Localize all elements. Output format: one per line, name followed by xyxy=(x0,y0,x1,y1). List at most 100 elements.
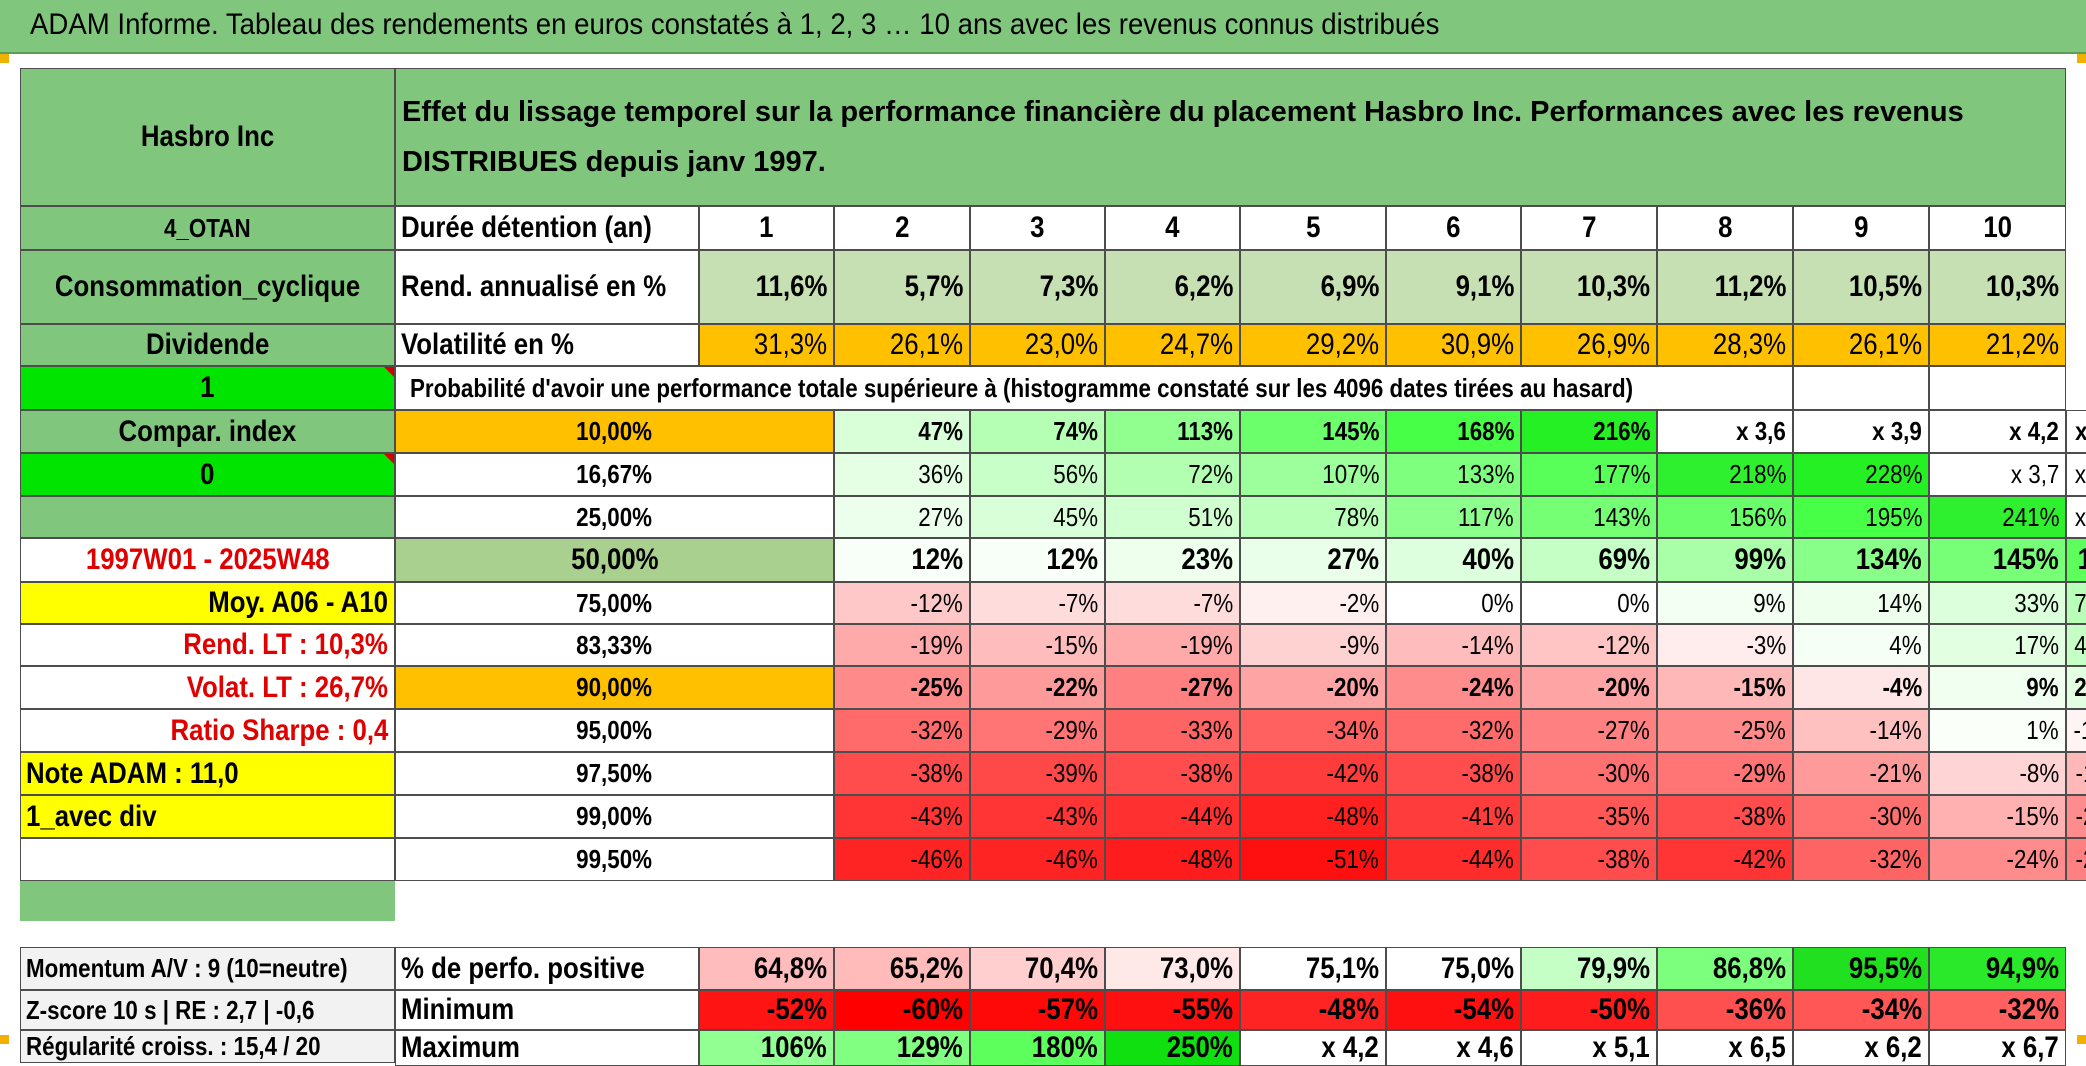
probability-threshold-text: 95,00% xyxy=(576,715,653,745)
probability-value: 241% xyxy=(1929,496,2066,538)
probability-threshold: 83,33% xyxy=(395,624,834,666)
rend-lt-label-text: Rend. LT : 10,3% xyxy=(183,628,388,661)
volat-lt-label: Volat. LT : 26,7% xyxy=(20,666,395,709)
probability-value-text: -25% xyxy=(1733,715,1786,745)
probability-value: -33% xyxy=(1105,709,1240,752)
moy-label-text: Moy. A06 - A10 xyxy=(208,586,388,619)
stats-value: 79,9% xyxy=(1521,947,1657,990)
probability-value: -38% xyxy=(834,752,970,795)
sidebar-empty xyxy=(20,496,395,538)
probability-value: -29% xyxy=(970,709,1105,752)
probability-value-text: -41% xyxy=(1461,801,1514,831)
probability-value: -44% xyxy=(1386,838,1521,881)
probability-threshold-text: 90,00% xyxy=(576,672,653,702)
table-spacer xyxy=(395,881,2066,921)
probability-value: x 3,9 xyxy=(1793,410,1929,453)
stats-value-text: 75,1% xyxy=(1305,951,1379,985)
category-label-text: 4_OTAN xyxy=(164,212,251,243)
probability-value-text: 45% xyxy=(1053,501,1098,532)
duration-header: 3 xyxy=(970,206,1105,250)
duration-header: 5 xyxy=(1240,206,1386,250)
probability-threshold: 10,00% xyxy=(395,410,834,453)
probability-value: 74% xyxy=(970,410,1105,453)
volatilite-value-text: 26,1% xyxy=(1848,328,1922,361)
probability-value: -27% xyxy=(1105,666,1240,709)
probability-value-text: 74% xyxy=(1053,416,1098,446)
probability-value: -39% xyxy=(970,752,1105,795)
probability-value: -38% xyxy=(1105,752,1240,795)
stats-label: Maximum xyxy=(395,1030,699,1066)
duration-header: 1 xyxy=(699,206,834,250)
probability-value: 40% xyxy=(1386,538,1521,582)
rend-lt-label: Rend. LT : 10,3% xyxy=(20,624,395,666)
probability-value: -38% xyxy=(1521,838,1657,881)
probability-value: -19% xyxy=(1105,624,1240,666)
rend-annualise-value-text: 7,3% xyxy=(1039,270,1098,303)
probability-value-text: x 4,5 xyxy=(2074,459,2086,489)
probability-value-text: 17% xyxy=(2014,629,2059,660)
probability-value-text: 69% xyxy=(1598,543,1650,576)
probability-value: -43% xyxy=(970,795,1105,838)
probability-value: 27% xyxy=(1240,538,1386,582)
rend-annualise-value-text: 9,1% xyxy=(1455,270,1514,303)
probability-value-text: -19% xyxy=(910,629,963,660)
duration-header-text: 6 xyxy=(1446,211,1461,244)
probability-value: -8% xyxy=(1929,752,2066,795)
probability-value-text: -32% xyxy=(910,715,963,745)
probability-threshold-text: 50,00% xyxy=(570,543,659,576)
stats-value-text: -60% xyxy=(902,993,963,1026)
probability-value-text: 56% xyxy=(1053,459,1098,489)
volat-lt-label-text: Volat. LT : 26,7% xyxy=(186,670,388,704)
probability-value: 177% xyxy=(1521,453,1657,496)
stats-value: 75,1% xyxy=(1240,947,1386,990)
volatilite-value-text: 24,7% xyxy=(1159,328,1233,361)
probability-value: -25% xyxy=(834,666,970,709)
probability-value: -35% xyxy=(1521,795,1657,838)
probability-value-text: -38% xyxy=(1733,801,1786,831)
probability-value-text: 167% xyxy=(2078,543,2086,577)
probability-value-text: -32% xyxy=(1461,715,1514,745)
probability-threshold-text: 97,50% xyxy=(576,758,653,788)
stats-value: 94,9% xyxy=(1929,947,2066,990)
probability-value: -41% xyxy=(1386,795,1521,838)
momentum-label-text: Momentum A/V : 9 (10=neutre) xyxy=(26,953,348,983)
probability-value: 74% xyxy=(2066,582,2086,624)
duration-header: 6 xyxy=(1386,206,1521,250)
duration-header-text: 10 xyxy=(1983,211,2012,244)
probability-value: 218% xyxy=(1657,453,1793,496)
probability-title: Probabilité d'avoir une performance tota… xyxy=(395,366,1793,410)
probability-value-text: -27% xyxy=(1597,715,1650,745)
corner-marker xyxy=(2077,54,2086,63)
probability-value: x 4,0 xyxy=(2066,496,2086,538)
probability-value-text: 12% xyxy=(911,543,963,576)
probability-value-text: -4% xyxy=(1882,672,1922,702)
stats-value: 180% xyxy=(970,1030,1105,1066)
probability-value-text: -43% xyxy=(910,801,963,831)
header-description: Effet du lissage temporel sur la perform… xyxy=(395,68,2066,206)
probability-value: -20% xyxy=(1521,666,1657,709)
probability-value: 27% xyxy=(834,496,970,538)
probability-value-text: -27% xyxy=(1180,672,1233,702)
volatilite-value: 30,9% xyxy=(1386,324,1521,366)
comment-marker xyxy=(384,367,394,377)
stats-value-text: x 4,6 xyxy=(1456,1031,1514,1064)
stats-value-text: 250% xyxy=(1167,1031,1233,1064)
stats-value: -60% xyxy=(834,990,970,1030)
probability-threshold-text: 16,67% xyxy=(576,459,653,489)
probability-value: -32% xyxy=(834,709,970,752)
probability-value-text: -42% xyxy=(1326,758,1379,788)
probability-value-text: 23% xyxy=(1181,543,1233,576)
probability-value: 12% xyxy=(834,538,970,582)
probability-value: -34% xyxy=(1240,709,1386,752)
zscore-label: Z-score 10 s | RE : 2,7 | -0,6 xyxy=(20,990,395,1030)
probability-value-text: -20% xyxy=(1326,672,1379,702)
probability-value: 117% xyxy=(1386,496,1521,538)
probability-value: -38% xyxy=(1657,795,1793,838)
probability-value-text: x 4,7 xyxy=(2075,416,2086,447)
volatilite-value: 26,1% xyxy=(834,324,970,366)
probability-value-text: 72% xyxy=(1188,459,1233,489)
stats-value-text: -50% xyxy=(1589,993,1650,1026)
volatilite-value: 21,2% xyxy=(1929,324,2066,366)
stats-value-text: 94,9% xyxy=(1985,951,2059,985)
probability-threshold: 99,50% xyxy=(395,838,834,881)
